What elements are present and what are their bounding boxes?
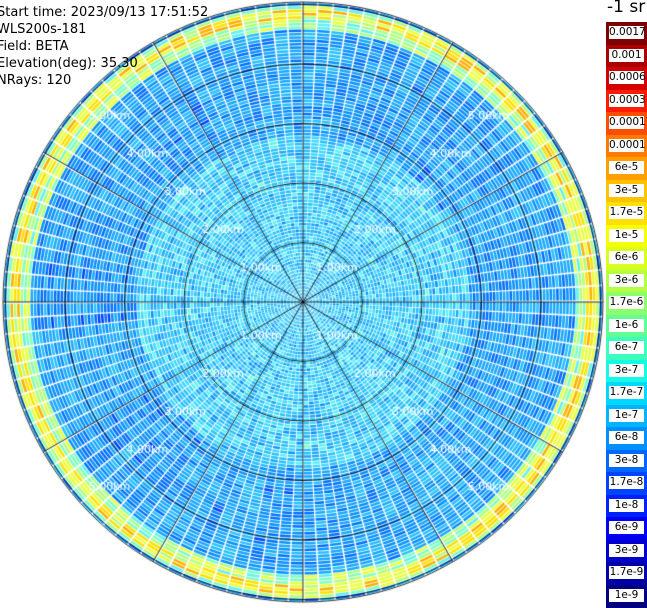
colorbar-tick-label: 3e-9: [609, 543, 644, 557]
colorbar-tick-label: 0.00017: [609, 116, 647, 129]
colorbar-tick-label: 6e-8: [609, 431, 644, 444]
colorbar-tick-label: 6e-6: [609, 251, 644, 264]
colorbar-tick-label: 1.7e-6: [609, 296, 644, 309]
colorbar-tick-label: 1e-9: [609, 588, 644, 602]
nrays-label: NRays: 120: [0, 73, 72, 88]
colorbar-tick-label: 0.0006: [609, 71, 646, 84]
ppi-scan-plot: [0, 0, 606, 607]
field-label: Field: BETA: [0, 39, 69, 54]
colorbar-tick-label: 1e-5: [609, 228, 644, 242]
instrument-label: WLS200s-181: [0, 22, 87, 37]
colorbar-tick-label: 1e-7: [609, 408, 644, 422]
elevation-label: Elevation(deg): 35.30: [0, 56, 138, 71]
colorbar-tick-label: 6e-5: [609, 161, 644, 174]
colorbar-tick-label: 3e-8: [609, 453, 644, 467]
colorbar-unit-label: -1 sr: [607, 0, 646, 17]
colorbar-tick-label: 0.0001: [609, 138, 646, 152]
scan-info: Start time: 2023/09/13 17:51:52 WLS200s-…: [0, 4, 208, 89]
colorbar-tick-label: 3e-7: [609, 363, 644, 377]
colorbar-tick-label: 1e-6: [609, 318, 644, 332]
colorbar-tick-label: 3e-5: [609, 183, 644, 197]
colorbar-tick-label: 6e-7: [609, 341, 644, 354]
colorbar-tick-label: 1.7e-9: [609, 566, 644, 579]
colorbar-tick-label: 1.7e-5: [609, 206, 644, 219]
start-time-label: Start time: 2023/09/13 17:51:52: [0, 5, 209, 20]
colorbar-tick-label: 0.0017: [609, 26, 646, 39]
colorbar-tick-label: 1.7e-8: [609, 476, 644, 489]
colorbar-tick-label: 1.7e-7: [609, 386, 644, 399]
colorbar-tick-label: 3e-6: [609, 273, 644, 287]
colorbar-tick-label: 6e-9: [609, 521, 644, 534]
colorbar-tick-label: 0.0003: [609, 93, 646, 107]
colorbar-tick-label: 0.001: [609, 48, 644, 62]
colorbar-tick-label: 1e-8: [609, 498, 644, 512]
